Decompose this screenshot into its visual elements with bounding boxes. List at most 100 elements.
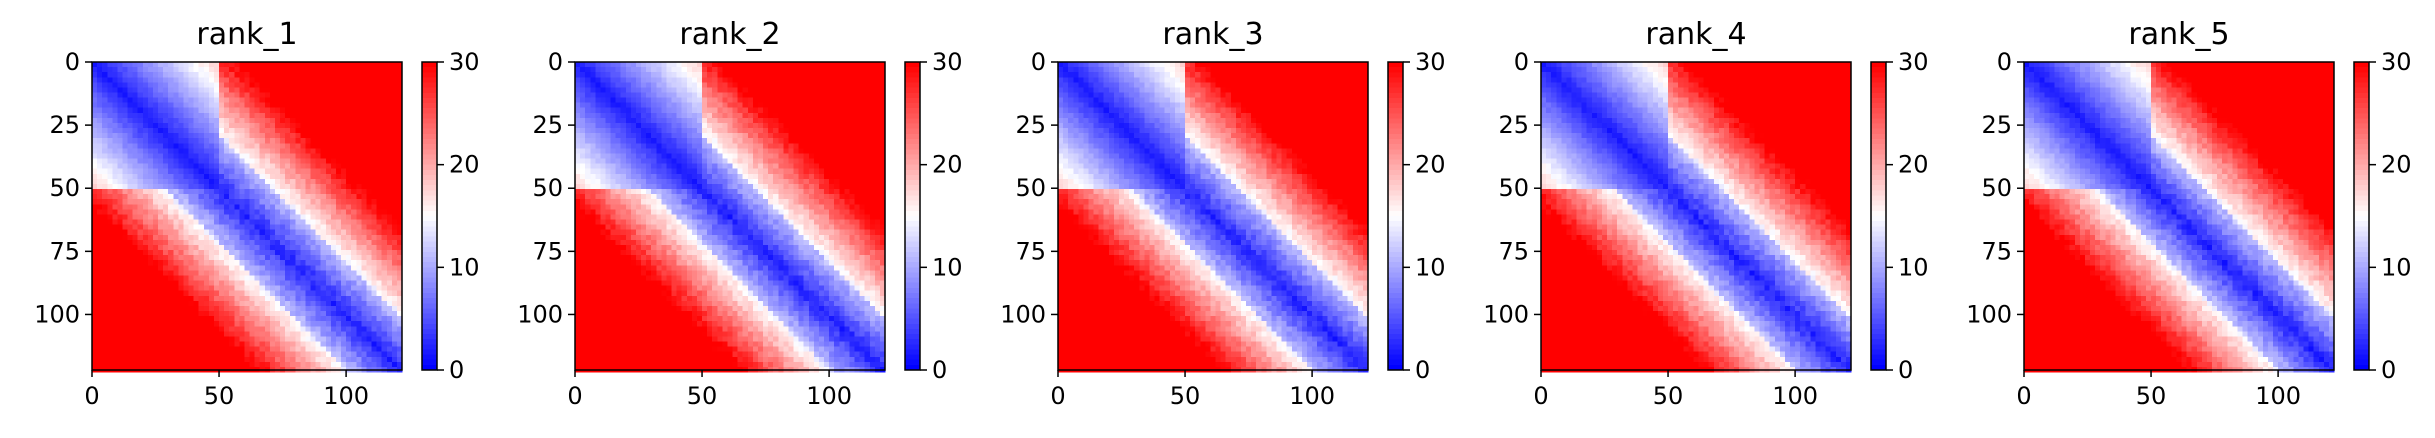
heatmap-cell [335,189,342,195]
heatmap-cell [330,158,337,165]
heatmap-cell [691,122,698,129]
heatmap-cell [244,148,251,155]
heatmap-cell [234,265,240,271]
heatmap-cell [183,178,190,185]
heatmap-cell [651,97,657,104]
heatmap-cell [117,72,124,78]
heatmap-cell [641,128,647,134]
heatmap-cell [575,87,581,94]
heatmap-cell [254,209,261,216]
heatmap-cell [676,128,683,134]
heatmap-cell [391,163,398,170]
heatmap-cell [320,351,327,358]
heatmap-cell [661,133,668,139]
heatmap-cell [742,67,749,73]
heatmap-cell [696,128,703,134]
heatmap-cell [661,128,668,134]
heatmap-cell [381,168,388,175]
heatmap-cell [702,112,708,119]
heatmap-cell [818,153,825,160]
heatmap-cell [188,133,195,139]
heatmap-cell [391,361,398,368]
heatmap-cell [208,102,215,109]
heatmap-cell [122,290,129,297]
heatmap-cell [117,300,124,307]
heatmap-cell [727,143,734,149]
heatmap-cell [264,234,271,241]
heatmap-cell [107,102,113,109]
heatmap-cell [224,295,230,302]
heatmap-cell [763,138,769,144]
heatmap-cell [788,122,795,129]
heatmap-cell [391,67,398,73]
heatmap-cell [315,275,322,282]
heatmap-cell [351,97,357,104]
heatmap-cell [757,133,764,139]
heatmap-cell [152,265,159,271]
heatmap-cell [193,194,200,200]
heatmap-cell [158,173,164,180]
heatmap-cell [788,87,795,94]
heatmap-cell [213,153,220,160]
heatmap-cell [717,102,723,109]
heatmap-cell [325,133,332,139]
heatmap-cell [254,112,261,119]
heatmap-cell [325,265,332,271]
heatmap-cell [178,255,185,261]
heatmap-cell [320,260,327,266]
heatmap-cell [381,107,388,114]
heatmap-cell [793,148,800,155]
heatmap-cell [320,341,327,348]
heatmap-cell [651,77,657,83]
heatmap-cell [102,229,108,236]
heatmap-cell [173,219,179,226]
heatmap-cell [239,275,246,282]
heatmap-cell [717,82,723,89]
heatmap-cell [274,214,281,221]
heatmap-cell [635,158,642,165]
heatmap-cell [163,321,169,327]
heatmap-cell [239,183,246,190]
heatmap-cell [290,133,296,139]
heatmap-cell [676,82,683,89]
heatmap-cell [585,148,591,155]
heatmap-cell [249,300,256,307]
heatmap-cell [127,67,134,73]
heatmap-cell [600,133,607,139]
heatmap-cell [742,117,749,124]
heatmap-cell [595,133,602,139]
heatmap-cell [391,316,398,322]
heatmap-cell [142,239,149,246]
heatmap-cell [198,260,205,266]
heatmap-cell [768,102,774,109]
heatmap-cell [803,143,810,149]
heatmap-cell [361,153,368,160]
heatmap-cell [300,204,307,210]
heatmap-cell [396,275,403,282]
heatmap-cell [269,163,276,170]
heatmap-cell [864,62,871,68]
heatmap-cell [396,229,403,236]
heatmap-cell [580,97,586,104]
heatmap-cell [386,87,393,94]
heatmap-cell [747,102,754,109]
heatmap-cell [864,112,871,119]
heatmap-cell [158,194,164,200]
heatmap-cell [346,295,352,302]
heatmap-cell [752,107,759,114]
heatmap-cell [610,87,617,94]
heatmap-cell [280,351,286,358]
heatmap-cell [879,107,886,114]
heatmap-cell [244,102,251,109]
heatmap-cell [264,351,271,358]
heatmap-cell [188,311,195,317]
heatmap-cell [803,72,810,78]
heatmap-cell [351,239,357,246]
heatmap-cell [722,117,729,124]
heatmap-cell [249,67,256,73]
heatmap-cell [803,77,810,83]
heatmap-cell [641,87,647,94]
heatmap-cell [722,82,729,89]
heatmap-cell [193,143,200,149]
heatmap-cell [244,290,251,297]
